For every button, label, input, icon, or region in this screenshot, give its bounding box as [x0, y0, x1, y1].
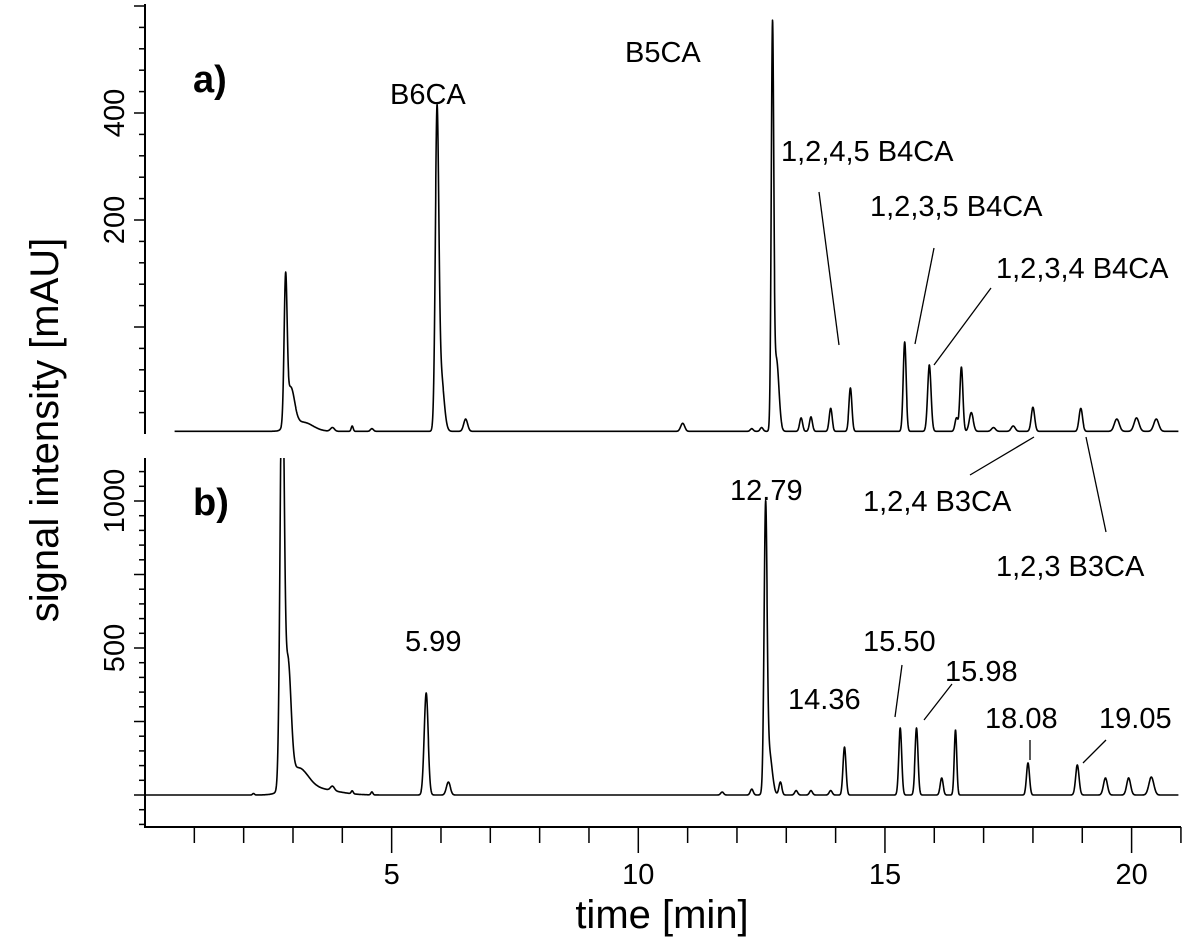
annotation-1234-b4ca: 1,2,3,4 B4CA [996, 253, 1169, 285]
annotation-124-b3ca: 1,2,4 B3CA [863, 486, 1012, 518]
panel-tag-b: b) [193, 482, 229, 524]
x-tick-label: 10 [622, 859, 654, 891]
leader-1245-b4ca [818, 191, 840, 346]
chromatogram-trace-b [146, 458, 1179, 796]
annotation-15-50: 15.50 [863, 626, 936, 658]
annotation-123-b3ca: 1,2,3 B3CA [996, 551, 1145, 583]
annotation-14-36: 14.36 [788, 684, 861, 716]
panel-tag-a: a) [193, 59, 227, 101]
x-tick-label: 15 [869, 859, 901, 891]
x-tick-label: 5 [384, 859, 400, 891]
y-tick-label: 200 [99, 196, 131, 244]
leader-123-b3ca [1085, 436, 1107, 533]
annotation-1235-b4ca: 1,2,3,5 B4CA [870, 191, 1043, 223]
leader-15-98 [923, 683, 953, 721]
leader-1234-b4ca [933, 287, 992, 366]
leader-19-05 [1082, 739, 1107, 764]
x-axis-title: time [min] [575, 893, 748, 937]
annotation-1245-b4ca: 1,2,4,5 B4CA [781, 136, 954, 168]
annotation-b5ca: B5CA [625, 37, 701, 69]
annotation-12-79: 12.79 [730, 475, 803, 507]
y-tick-label: 400 [99, 89, 131, 137]
y-tick-label: 1000 [99, 469, 131, 534]
y-tick-label: 500 [99, 624, 131, 672]
annotation-b6ca: B6CA [390, 79, 466, 111]
x-tick-label: 20 [1115, 859, 1147, 891]
annotation-19-05: 19.05 [1099, 703, 1172, 735]
annotation-15-98: 15.98 [945, 656, 1018, 688]
annotation-18-08: 18.08 [985, 703, 1058, 735]
chromatogram-trace-a [174, 19, 1179, 433]
leader-1235-b4ca [914, 247, 935, 345]
y-axis-title: signal intensity [mAU] [23, 238, 67, 623]
annotation-5-99: 5.99 [405, 626, 461, 658]
leader-124-b3ca [969, 436, 1035, 476]
leader-15-50 [894, 664, 903, 718]
